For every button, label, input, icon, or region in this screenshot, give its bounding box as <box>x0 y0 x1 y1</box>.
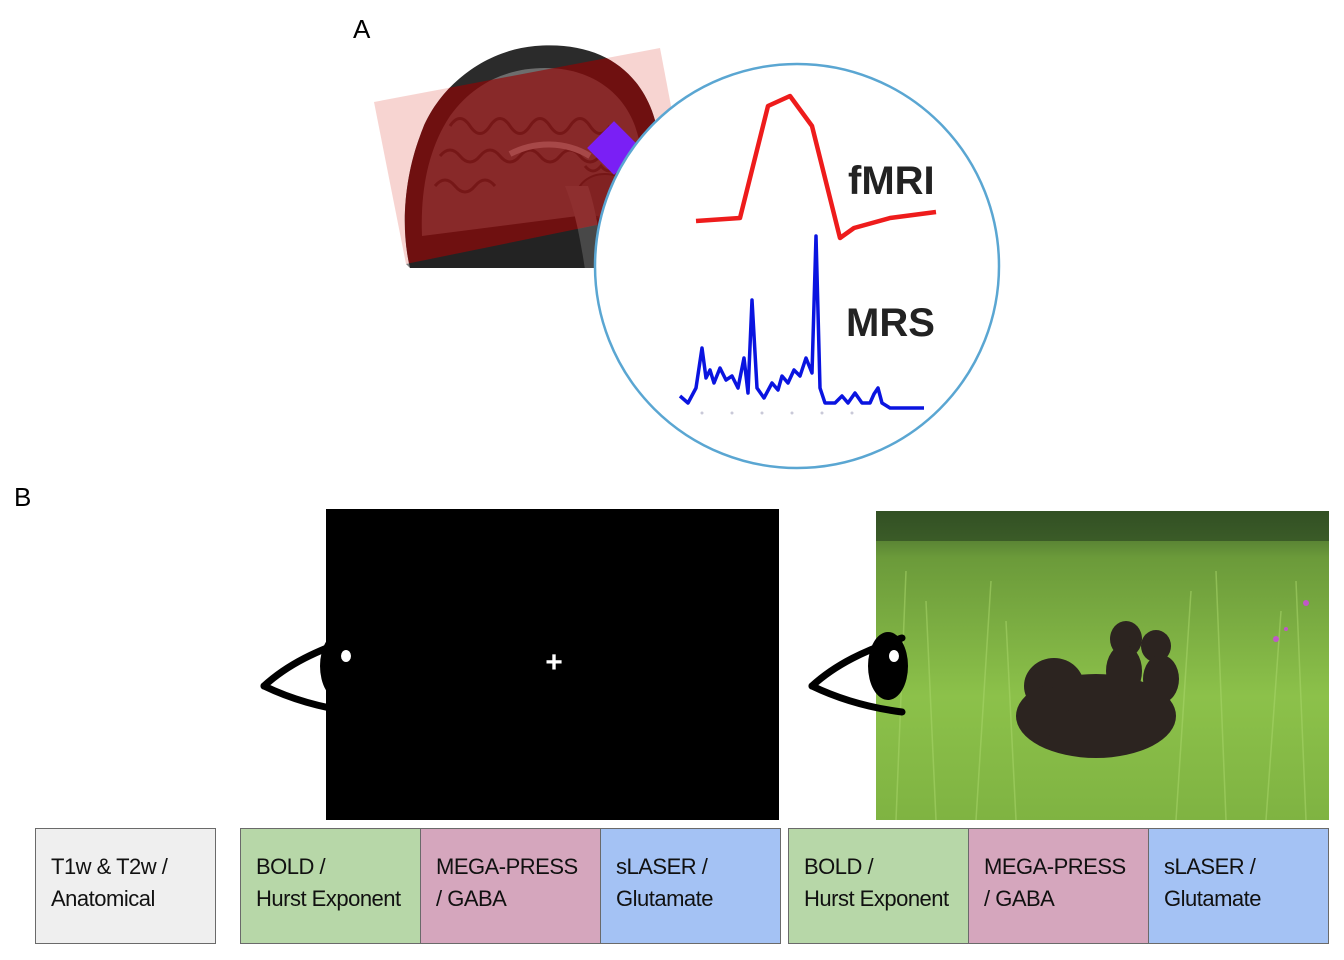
circle-outline <box>593 62 1001 470</box>
eye-icon <box>260 632 360 716</box>
box-line: Anatomical <box>51 886 155 911</box>
box-glutamate-1: sLASER / Glutamate <box>600 828 781 944</box>
box-line: MEGA-PRESS <box>984 854 1126 879</box>
panel-label-a: A <box>353 14 371 44</box>
box-gaba-2: MEGA-PRESS / GABA <box>968 828 1149 944</box>
box-line: Hurst Exponent <box>804 886 949 911</box>
box-line: / GABA <box>436 886 507 911</box>
box-line: Glutamate <box>1164 886 1262 911</box>
box-line: T1w & T2w / <box>51 854 168 879</box>
box-glutamate-2: sLASER / Glutamate <box>1148 828 1329 944</box>
box-line: sLASER / <box>616 854 708 879</box>
gorilla-photo <box>876 511 1329 820</box>
mrs-trace <box>678 234 924 410</box>
fmri-label: fMRI <box>848 159 935 203</box>
box-anatomical: T1w & T2w / Anatomical <box>35 828 216 944</box>
box-line: BOLD / <box>804 854 874 879</box>
box-bold-1: BOLD / Hurst Exponent <box>240 828 421 944</box>
panel-label-b: B <box>14 482 32 512</box>
eye-icon <box>808 632 908 716</box>
box-gaba-1: MEGA-PRESS / GABA <box>420 828 601 944</box>
fmri-trace <box>695 93 937 241</box>
box-line: Glutamate <box>616 886 714 911</box>
box-line: sLASER / <box>1164 854 1256 879</box>
fixation-cross: + <box>545 646 563 679</box>
box-bold-2: BOLD / Hurst Exponent <box>788 828 969 944</box>
box-line: BOLD / <box>256 854 326 879</box>
box-line: MEGA-PRESS <box>436 854 578 879</box>
box-line: Hurst Exponent <box>256 886 401 911</box>
fmri-mrs-circle: fMRI MRS <box>593 62 1001 470</box>
mrs-label: MRS <box>846 301 935 345</box>
fixation-screen <box>326 509 779 820</box>
box-line: / GABA <box>984 886 1055 911</box>
